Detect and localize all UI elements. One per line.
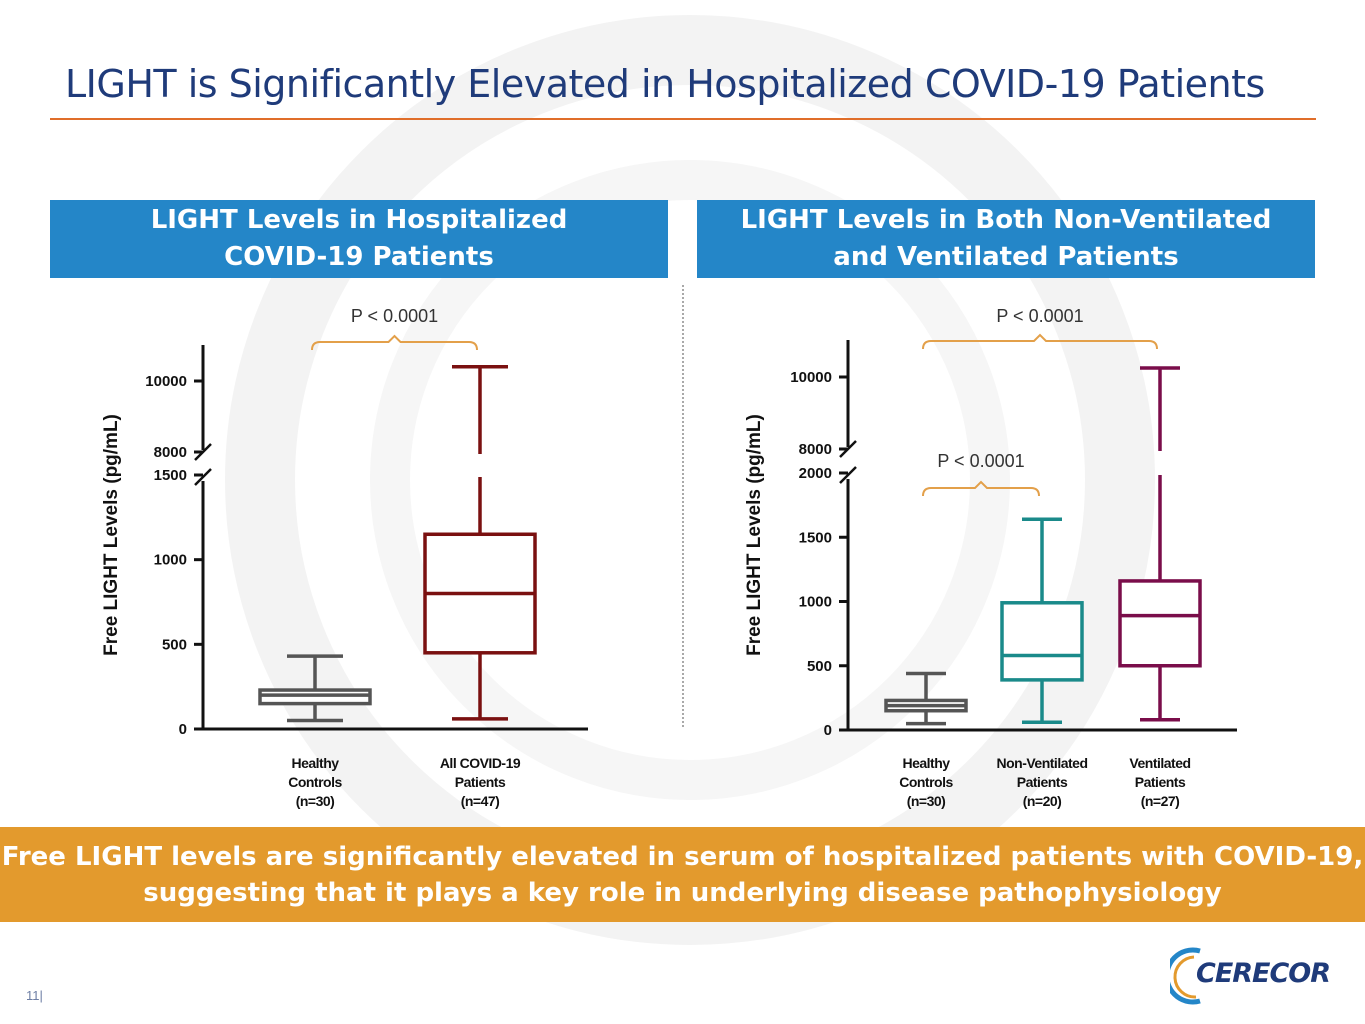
chart1-y-tick-label: 1500 xyxy=(154,467,187,484)
right-panel-header-line1: LIGHT Levels in Both Non-Ventilated xyxy=(740,205,1272,235)
chart1-category-label: (n=47) xyxy=(461,793,500,809)
chart1-p-value-label: P < 0.0001 xyxy=(351,306,438,326)
chart1-y-tick-label: 10000 xyxy=(145,373,187,390)
chart1-y-tick-label: 500 xyxy=(162,636,187,653)
chart2-y-tick-label: 500 xyxy=(807,658,832,675)
chart1-category-label: (n=30) xyxy=(296,793,335,809)
chart2-category-label: Ventilated xyxy=(1129,755,1190,771)
chart1-y-tick-label: 1000 xyxy=(154,552,187,569)
chart2-box xyxy=(1118,579,1202,668)
chart2-y-tick-label: 0 xyxy=(824,722,832,739)
chart2-y-tick-label: 10000 xyxy=(790,369,832,386)
chart2-y-tick-label: 8000 xyxy=(799,441,832,458)
chart2-p-value-label: P < 0.0001 xyxy=(996,306,1083,326)
chart2-significance-bracket xyxy=(922,480,1040,497)
chart2-y-tick-label: 1000 xyxy=(799,594,832,611)
right-panel-header: LIGHT Levels in Both Non-Ventilated and … xyxy=(697,200,1315,278)
chart1-category-label: All COVID-19 xyxy=(440,755,521,771)
cerecor-logo-icon xyxy=(1170,947,1201,1005)
page-title: LIGHT is Significantly Elevated in Hospi… xyxy=(65,62,1265,106)
panel-divider xyxy=(682,285,684,727)
chart1-category-label: Controls xyxy=(288,774,342,790)
chart2-category-label: (n=27) xyxy=(1141,793,1180,809)
chart2-category-label: Healthy xyxy=(902,755,950,771)
chart1-y-axis-label: Free LIGHT Levels (pg/mL) xyxy=(101,414,122,656)
left-panel-header: LIGHT Levels in Hospitalized COVID-19 Pa… xyxy=(50,200,668,278)
chart2-p-value-label: P < 0.0001 xyxy=(937,451,1024,471)
chart2-y-axis-label: Free LIGHT Levels (pg/mL) xyxy=(744,414,765,656)
left-panel-header-line1: LIGHT Levels in Hospitalized xyxy=(150,205,568,235)
chart2-category-label: Controls xyxy=(899,774,953,790)
page-number: 11| xyxy=(26,988,43,1003)
chart2-category-label: Patients xyxy=(1017,774,1068,790)
chart2-category-label: (n=30) xyxy=(907,793,946,809)
logo-text: CERECOR xyxy=(1196,958,1331,989)
chart2-significance-bracket xyxy=(922,333,1158,350)
chart2-axis-break-mark-lower xyxy=(839,466,857,484)
chart2-category-label: Non-Ventilated xyxy=(996,755,1087,771)
conclusion-line-2: suggesting that it plays a key role in u… xyxy=(143,877,1222,908)
conclusion-line-1: Free LIGHT levels are significantly elev… xyxy=(1,841,1364,872)
chart1-category-label: Patients xyxy=(455,774,506,790)
left-panel-header-line2: COVID-19 Patients xyxy=(224,242,494,272)
chart1-axis-break-mark-lower xyxy=(194,468,212,486)
chart2-y-tick-label: 1500 xyxy=(799,529,832,546)
chart2-y-tick-label: 2000 xyxy=(799,465,832,482)
title-underline xyxy=(50,118,1316,120)
chart2-box xyxy=(1000,601,1084,682)
conclusion-banner: Free LIGHT levels are significantly elev… xyxy=(0,827,1365,922)
chart1-y-tick-label: 0 xyxy=(179,721,187,738)
chart2-category-label: (n=20) xyxy=(1023,793,1062,809)
chart2-category-label: Patients xyxy=(1135,774,1186,790)
chart1-significance-bracket xyxy=(311,334,478,351)
chart1-y-tick-label: 8000 xyxy=(154,444,187,461)
right-panel-header-line2: and Ventilated Patients xyxy=(833,242,1179,272)
chart1-category-label: Healthy xyxy=(291,755,339,771)
